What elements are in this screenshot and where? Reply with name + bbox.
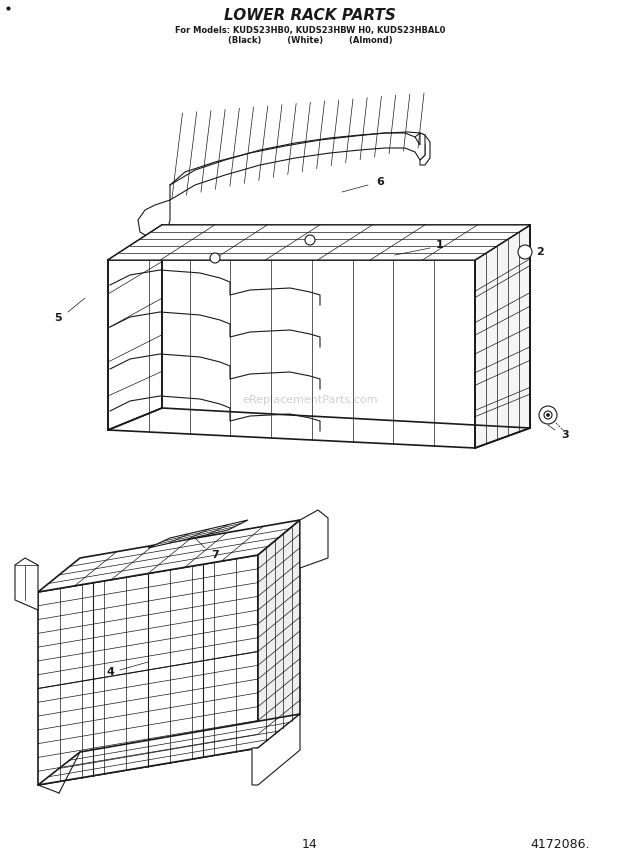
Polygon shape [38,555,258,785]
Polygon shape [170,133,425,200]
Polygon shape [148,520,248,548]
Circle shape [518,245,532,259]
Text: 1: 1 [436,240,444,250]
Text: 7: 7 [211,550,219,560]
Text: 3: 3 [561,430,569,440]
Text: 6: 6 [376,177,384,187]
Circle shape [210,253,220,263]
Polygon shape [15,558,38,610]
Polygon shape [38,714,300,785]
Polygon shape [138,200,170,238]
Text: (Black)         (White)         (Almond): (Black) (White) (Almond) [228,36,392,46]
Text: eReplacementParts.com: eReplacementParts.com [242,395,378,405]
Text: 2: 2 [536,247,544,257]
Polygon shape [252,714,300,785]
Circle shape [544,411,552,419]
Text: 5: 5 [54,313,62,323]
Polygon shape [108,225,162,430]
Text: LOWER RACK PARTS: LOWER RACK PARTS [224,9,396,23]
Polygon shape [258,520,300,748]
Circle shape [546,413,549,417]
Polygon shape [38,520,300,592]
Circle shape [539,406,557,424]
Text: 4: 4 [106,667,114,677]
Text: For Models: KUDS23HB0, KUDS23HBW H0, KUDS23HBAL0: For Models: KUDS23HB0, KUDS23HBW H0, KUD… [175,26,445,34]
Polygon shape [475,225,530,448]
Polygon shape [108,225,530,260]
Text: 4172086.: 4172086. [531,839,590,852]
Polygon shape [415,133,430,165]
Polygon shape [300,510,328,568]
Circle shape [305,235,315,245]
Text: 14: 14 [302,839,318,852]
